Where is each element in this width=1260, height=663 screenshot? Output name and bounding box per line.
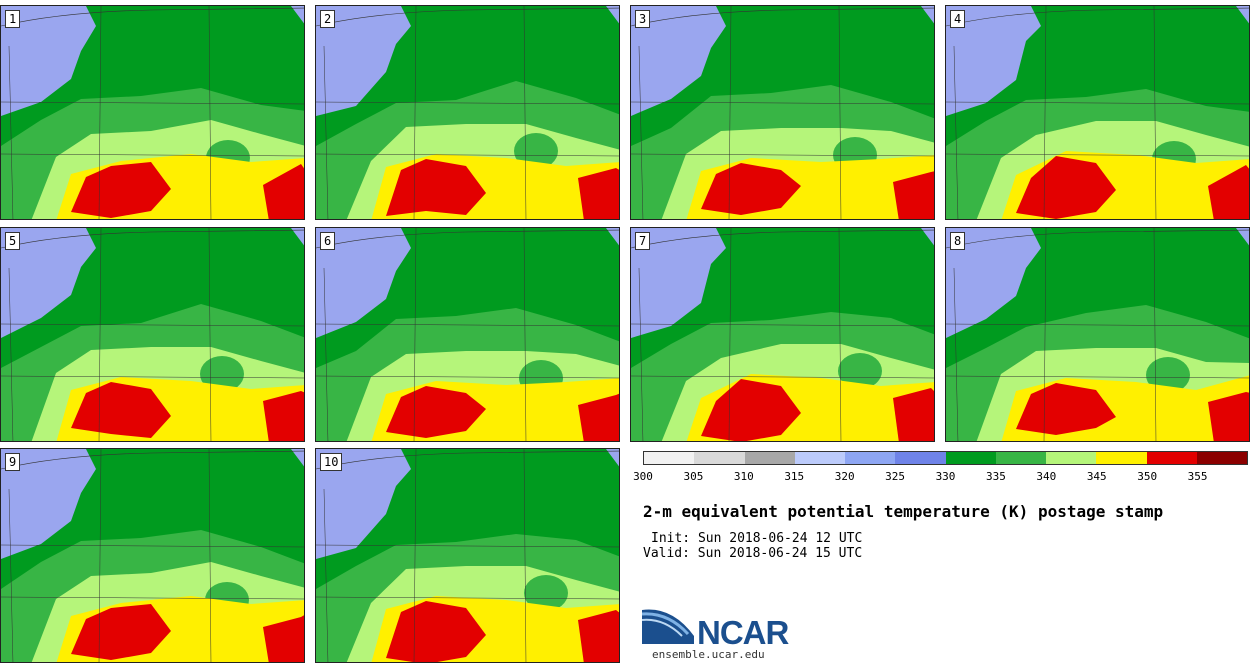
- member-map: [1, 228, 304, 441]
- valid-time: Valid: Sun 2018-06-24 15 UTC: [643, 546, 863, 561]
- member-number-label: 2: [320, 10, 336, 28]
- ncar-logo-text: NCAR: [697, 614, 789, 651]
- member-number-label: 1: [5, 10, 21, 28]
- colorbar-segment: [744, 452, 795, 464]
- member-number-label: 10: [320, 453, 343, 471]
- colorbar-tick-label: 340: [1036, 470, 1057, 483]
- colorbar-tick-label: 350: [1137, 470, 1158, 483]
- postage-stamp-panel: 3: [630, 5, 935, 220]
- colorbar-tick-label: 325: [885, 470, 906, 483]
- colorbar-segment: [1096, 452, 1147, 464]
- member-number-label: 7: [635, 232, 651, 250]
- member-map: [1, 449, 304, 662]
- member-map: [946, 6, 1249, 219]
- postage-stamp-panel: 2: [315, 5, 620, 220]
- postage-stamp-panel: 7: [630, 227, 935, 442]
- colorbar-tick-labels: 300 305 310 315 320 325 330 335 340 345 350 355: [633, 470, 1248, 486]
- colorbar-segment: [995, 452, 1046, 464]
- colorbar: [643, 451, 1248, 465]
- init-time: Init: Sun 2018-06-24 12 UTC: [651, 531, 863, 546]
- colorbar-segment: [845, 452, 896, 464]
- colorbar-segment: [1196, 452, 1247, 464]
- colorbar-segment: [644, 452, 695, 464]
- site-url: ensemble.ucar.edu: [652, 648, 765, 661]
- member-map: [1, 6, 304, 219]
- colorbar-tick-label: 330: [935, 470, 956, 483]
- colorbar-segment: [945, 452, 996, 464]
- postage-stamp-panel: 6: [315, 227, 620, 442]
- member-number-label: 9: [5, 453, 21, 471]
- colorbar-tick-label: 310: [733, 470, 754, 483]
- postage-stamp-panel: 5: [0, 227, 305, 442]
- colorbar-tick-label: 305: [683, 470, 704, 483]
- member-map: [631, 6, 934, 219]
- figure-title: 2-m equivalent potential temperature (K)…: [643, 502, 1164, 521]
- postage-stamp-panel: 1: [0, 5, 305, 220]
- member-map: [631, 228, 934, 441]
- member-number-label: 4: [950, 10, 966, 28]
- colorbar-tick-label: 315: [784, 470, 805, 483]
- member-number-label: 3: [635, 10, 651, 28]
- colorbar-tick-label: 320: [834, 470, 855, 483]
- colorbar-segment: [694, 452, 745, 464]
- colorbar-segment: [794, 452, 845, 464]
- postage-stamp-panel: 10: [315, 448, 620, 663]
- member-map: [946, 228, 1249, 441]
- colorbar-tick-label: 355: [1187, 470, 1208, 483]
- colorbar-segment: [1046, 452, 1097, 464]
- member-number-label: 8: [950, 232, 966, 250]
- ncar-logo-icon: [642, 609, 694, 644]
- colorbar-tick-label: 300: [633, 470, 653, 483]
- postage-stamp-panel: 9: [0, 448, 305, 663]
- member-number-label: 5: [5, 232, 21, 250]
- colorbar-tick-label: 345: [1086, 470, 1107, 483]
- member-map: [316, 228, 619, 441]
- colorbar-tick-label: 335: [985, 470, 1006, 483]
- member-map: [316, 6, 619, 219]
- colorbar-segment: [1146, 452, 1197, 464]
- member-number-label: 6: [320, 232, 336, 250]
- colorbar-segment: [895, 452, 946, 464]
- postage-stamp-panel: 8: [945, 227, 1250, 442]
- postage-stamp-panel: 4: [945, 5, 1250, 220]
- member-map: [316, 449, 619, 662]
